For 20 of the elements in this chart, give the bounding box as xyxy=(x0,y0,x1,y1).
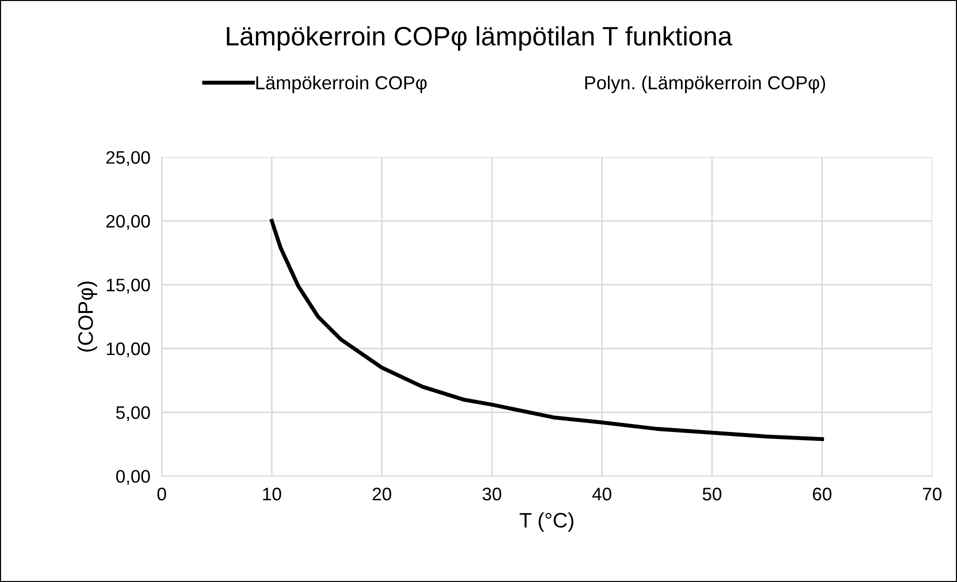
x-tick-label: 10 xyxy=(263,488,282,500)
x-tick-label: 70 xyxy=(923,488,942,500)
x-tick-label: 50 xyxy=(702,488,722,500)
x-tick-label: 30 xyxy=(482,488,502,500)
y-tick-label: 5,00 xyxy=(116,406,150,422)
line-series xyxy=(270,218,824,442)
y-axis-title: (COPφ) xyxy=(78,282,98,352)
y-tick-label: 25,00 xyxy=(106,151,150,166)
y-tick-label: 15,00 xyxy=(106,278,150,294)
legend-label: Lämpökerroin COPφ xyxy=(256,76,427,94)
text: Polyn. (Lämpökerroin COPφ) xyxy=(585,76,826,94)
x-tick-label: 0 xyxy=(157,488,166,500)
x-tick-label: 40 xyxy=(592,488,612,500)
x-tick-label: 20 xyxy=(372,488,392,500)
y-tick-label: 0,00 xyxy=(116,470,150,485)
x-tick-label: 60 xyxy=(812,488,832,500)
y-tick-label: 20,00 xyxy=(106,214,150,230)
chart-title: Lämpökerroin COPφ lämpötilan T funktiona xyxy=(226,26,732,51)
y-tick-label: 10,00 xyxy=(106,342,150,358)
x-axis-title: T (°C) xyxy=(520,512,574,532)
